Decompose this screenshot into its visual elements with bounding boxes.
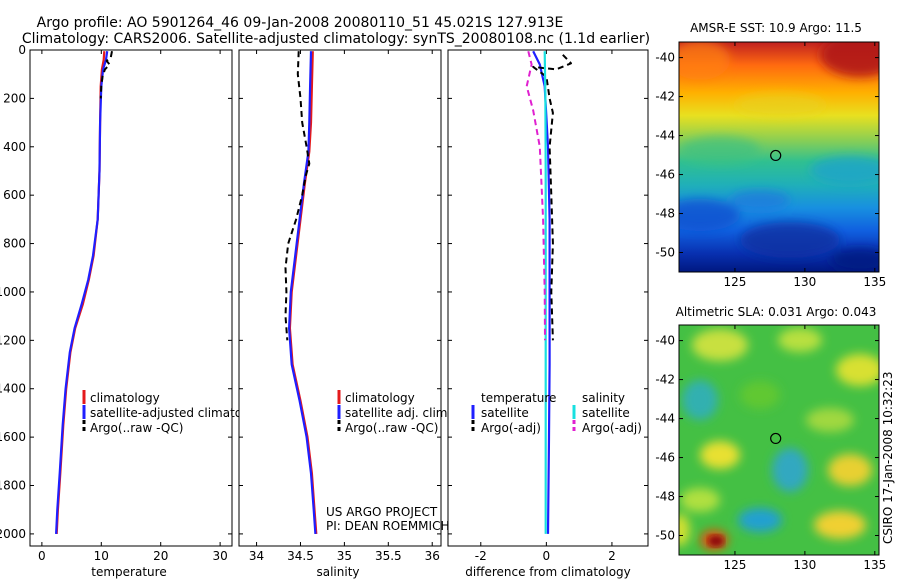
map-y-tick-label: -40 — [655, 334, 675, 348]
legend-label: satellite adj. clim. — [345, 406, 451, 420]
difference-panel: -2 0 2 difference from climatology tempera… — [447, 49, 649, 579]
y-tick-label: 1800 — [0, 479, 26, 493]
map-y-tick-label: -46 — [655, 168, 675, 182]
salinity-legend: climatology satellite adj. clim. Argo(..… — [337, 390, 451, 435]
x-tick-label: 34 — [249, 549, 264, 563]
x-tick-label: 34.5 — [287, 549, 314, 563]
series-line-satellite-adj-clim- — [288, 51, 317, 534]
map-y-tick-label: -48 — [655, 490, 675, 504]
y-tick-label: 1400 — [0, 382, 26, 396]
salinity-axes-frame — [238, 49, 442, 547]
y-tick-label: 1200 — [0, 333, 26, 347]
y-tick-label: 800 — [3, 237, 26, 251]
map-y-tick-label: -50 — [655, 529, 675, 543]
map-x-tick-label: 135 — [863, 558, 886, 572]
map-y-tick-label: -40 — [655, 51, 675, 65]
legend-label: Argo(-adj) — [582, 421, 642, 435]
map-x-tick-label: 125 — [723, 558, 746, 572]
map-y-tick-label: -48 — [655, 207, 675, 221]
legend-label: climatology — [90, 391, 160, 405]
difference-legend: temperature satellite Argo(-adj) salinit… — [471, 391, 642, 435]
x-tick-label: 30 — [212, 549, 227, 563]
x-tick-label: 36 — [425, 549, 440, 563]
x-tick-label: 35.5 — [375, 549, 402, 563]
y-tick-label: 200 — [3, 91, 26, 105]
map-y-tick-label: -44 — [655, 412, 675, 426]
argo-location-marker — [770, 432, 782, 445]
map-y-tick-label: -42 — [655, 90, 675, 104]
series-line-salinity-argo-adj- — [525, 50, 546, 341]
sst-map-panel: AMSR-E SST: 10.9 Argo: 11.5 -40 -42 -44 -46… — [655, 21, 886, 289]
sla-map-panel: Altimetric SLA: 0.031 Argo: 0.043 — [655, 305, 886, 572]
project-note-line1: US ARGO PROJECT — [326, 505, 438, 519]
sla-heatmap — [679, 325, 879, 555]
x-tick-label: -2 — [475, 549, 487, 563]
map-y-tick-label: -42 — [655, 373, 675, 387]
sst-map-frame — [678, 41, 880, 273]
map-y-tick-label: -46 — [655, 451, 675, 465]
series-line-argo-raw-qc- — [284, 51, 311, 341]
temperature-panel: 0 200 400 600 800 1000 1200 1400 1600 1800 2000 0 10… — [0, 43, 268, 579]
x-tick-label: 20 — [153, 549, 168, 563]
title-line1: Argo profile: AO 5901264_46 09-Jan-2008 … — [37, 15, 564, 31]
legend-label: Argo(-adj) — [481, 421, 541, 435]
map-y-tick-label: -44 — [655, 129, 675, 143]
salinity-panel: 34 34.5 35 35.5 36 salinity climatology sate… — [238, 49, 451, 579]
temperature-axes-frame — [29, 49, 233, 547]
map-y-tick-label: -50 — [655, 246, 675, 260]
project-note-line2: PI: DEAN ROEMMICH — [326, 519, 449, 533]
series-line-temperature-argo-adj- — [532, 54, 572, 341]
legend-title-salinity: salinity — [582, 391, 625, 405]
legend-label: Argo(..raw -QC) — [90, 421, 183, 435]
argo-location-marker — [770, 149, 782, 162]
salinity-xlabel: salinity — [316, 565, 359, 579]
legend-label: satellite — [582, 406, 630, 420]
series-line-salinity-satellite — [543, 51, 547, 534]
x-tick-label: 0 — [543, 549, 551, 563]
temperature-legend: climatology satellite-adjusted climatolo… — [82, 390, 268, 435]
x-tick-label: 2 — [608, 549, 616, 563]
x-tick-label: 35 — [337, 549, 352, 563]
sst-heatmap — [679, 42, 879, 272]
y-tick-label: 400 — [3, 140, 26, 154]
x-tick-label: 0 — [38, 549, 46, 563]
y-tick-label: 2000 — [0, 527, 26, 541]
map-x-tick-label: 125 — [723, 275, 746, 289]
legend-label: Argo(..raw -QC) — [345, 421, 438, 435]
y-tick-label: 600 — [3, 188, 26, 202]
sst-map-title: AMSR-E SST: 10.9 Argo: 11.5 — [690, 21, 862, 35]
difference-xlabel: difference from climatology — [465, 565, 631, 579]
map-x-tick-label: 130 — [793, 558, 816, 572]
y-tick-label: 1600 — [0, 430, 26, 444]
y-tick-label: 1000 — [0, 285, 26, 299]
temperature-xlabel: temperature — [91, 565, 166, 579]
x-tick-label: 10 — [94, 549, 109, 563]
sla-map-title: Altimetric SLA: 0.031 Argo: 0.043 — [676, 305, 877, 319]
sla-map-frame — [678, 324, 880, 556]
map-x-tick-label: 130 — [793, 275, 816, 289]
map-x-tick-label: 135 — [863, 275, 886, 289]
legend-title-temperature: temperature — [481, 391, 556, 405]
legend-label: satellite-adjusted climatology — [90, 406, 268, 420]
y-tick-label: 0 — [18, 43, 26, 57]
legend-label: climatology — [345, 391, 415, 405]
title-line2: Climatology: CARS2006. Satellite-adjuste… — [22, 31, 650, 47]
side-timestamp: CSIRO 17-Jan-2008 10:32:23 — [881, 372, 895, 544]
legend-label: satellite — [481, 406, 529, 420]
